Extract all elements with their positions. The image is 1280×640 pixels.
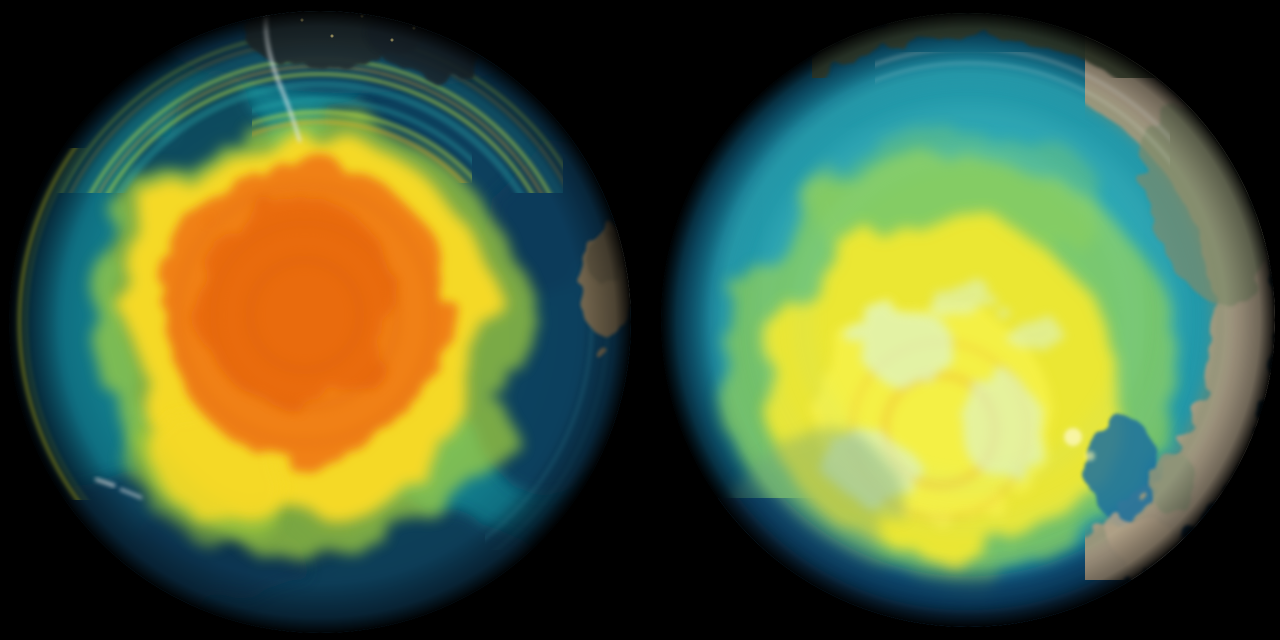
north-globe-limb-shading	[661, 13, 1275, 627]
south-globe-limb-shading	[9, 11, 631, 633]
north-polar-globe	[661, 13, 1275, 627]
